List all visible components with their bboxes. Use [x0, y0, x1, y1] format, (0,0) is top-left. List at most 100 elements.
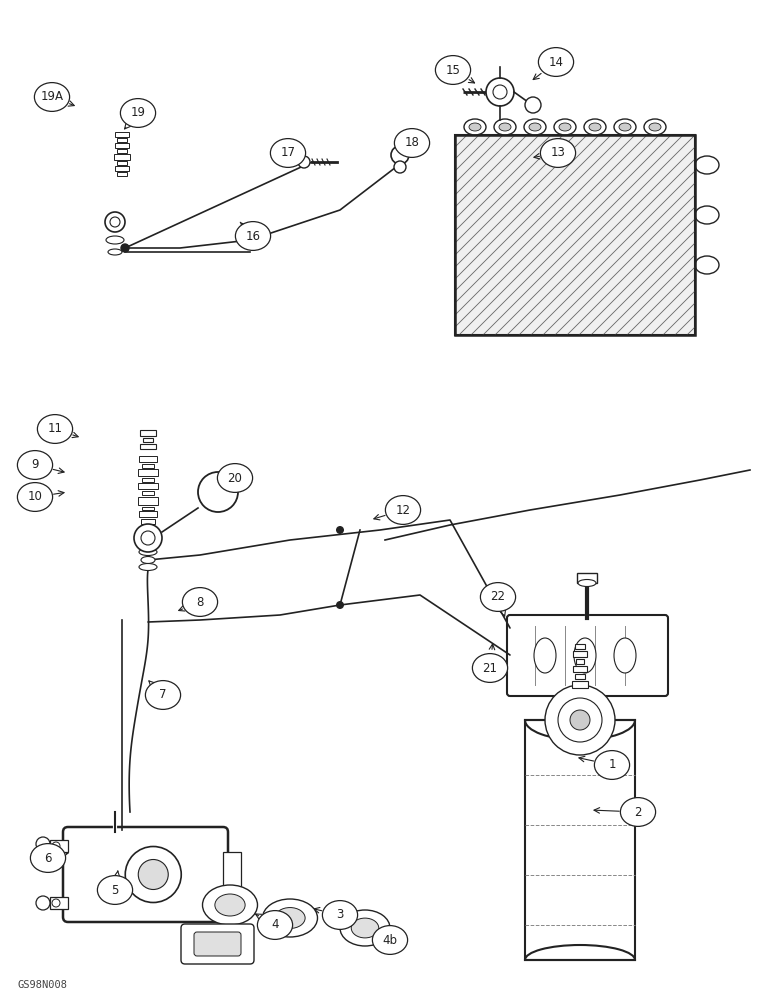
- Ellipse shape: [559, 123, 571, 131]
- Bar: [455, 135, 695, 335]
- Circle shape: [493, 85, 507, 99]
- Ellipse shape: [275, 908, 305, 928]
- Text: 1: 1: [608, 758, 616, 772]
- Circle shape: [52, 842, 60, 850]
- Circle shape: [36, 837, 50, 851]
- Ellipse shape: [499, 123, 511, 131]
- Bar: [575, 644, 585, 649]
- Text: 18: 18: [405, 136, 419, 149]
- Ellipse shape: [695, 156, 719, 174]
- Ellipse shape: [351, 918, 379, 938]
- Ellipse shape: [141, 556, 155, 564]
- Ellipse shape: [594, 751, 630, 779]
- Ellipse shape: [120, 99, 156, 127]
- Ellipse shape: [494, 119, 516, 135]
- Ellipse shape: [18, 451, 52, 479]
- Ellipse shape: [372, 926, 408, 954]
- Ellipse shape: [139, 548, 157, 556]
- Bar: [142, 464, 154, 468]
- Circle shape: [141, 531, 155, 545]
- Bar: [142, 507, 154, 510]
- Text: 6: 6: [44, 852, 52, 864]
- Text: 14: 14: [548, 55, 564, 68]
- Ellipse shape: [584, 119, 606, 135]
- Ellipse shape: [538, 48, 574, 76]
- Bar: [573, 666, 587, 672]
- Text: 3: 3: [337, 908, 344, 922]
- Ellipse shape: [35, 83, 69, 111]
- Text: 11: 11: [48, 422, 63, 436]
- Ellipse shape: [145, 681, 181, 709]
- Ellipse shape: [18, 483, 52, 511]
- Circle shape: [486, 78, 514, 106]
- Bar: [525, 720, 635, 960]
- Ellipse shape: [524, 119, 546, 135]
- Bar: [139, 456, 157, 462]
- Bar: [138, 483, 158, 489]
- Circle shape: [298, 156, 310, 168]
- Bar: [142, 491, 154, 495]
- Circle shape: [138, 859, 168, 890]
- Bar: [117, 149, 127, 153]
- Ellipse shape: [215, 894, 245, 916]
- Text: 7: 7: [159, 688, 167, 702]
- Ellipse shape: [614, 119, 636, 135]
- Text: 9: 9: [31, 458, 39, 472]
- Text: 2: 2: [635, 806, 642, 818]
- Ellipse shape: [472, 654, 508, 682]
- Bar: [140, 430, 156, 436]
- Bar: [143, 438, 153, 442]
- FancyBboxPatch shape: [194, 932, 241, 956]
- Bar: [117, 161, 127, 165]
- FancyBboxPatch shape: [181, 924, 254, 964]
- Circle shape: [394, 161, 406, 173]
- Circle shape: [391, 146, 409, 164]
- Ellipse shape: [540, 139, 576, 167]
- Ellipse shape: [469, 123, 481, 131]
- Text: 5: 5: [111, 884, 119, 896]
- Bar: [142, 478, 154, 482]
- Text: 12: 12: [395, 504, 411, 516]
- Circle shape: [525, 97, 541, 113]
- Bar: [576, 659, 584, 664]
- Ellipse shape: [480, 583, 516, 611]
- Bar: [572, 681, 588, 688]
- Circle shape: [105, 212, 125, 232]
- Ellipse shape: [619, 123, 631, 131]
- Ellipse shape: [695, 256, 719, 274]
- Bar: [140, 444, 156, 449]
- Ellipse shape: [529, 123, 541, 131]
- Bar: [577, 573, 597, 583]
- Ellipse shape: [621, 798, 655, 826]
- Text: 19A: 19A: [40, 91, 63, 104]
- Ellipse shape: [108, 249, 122, 255]
- Text: 4b: 4b: [382, 934, 398, 946]
- Ellipse shape: [649, 123, 661, 131]
- Ellipse shape: [578, 580, 596, 586]
- Circle shape: [558, 698, 602, 742]
- Ellipse shape: [97, 876, 133, 904]
- Bar: [141, 519, 155, 524]
- Ellipse shape: [574, 638, 596, 673]
- Bar: [117, 172, 127, 176]
- Text: 17: 17: [280, 146, 296, 159]
- Circle shape: [125, 846, 181, 902]
- Bar: [115, 143, 129, 148]
- Ellipse shape: [139, 564, 157, 570]
- Text: 13: 13: [550, 146, 565, 159]
- Bar: [575, 674, 585, 679]
- Bar: [50, 840, 68, 852]
- Text: 15: 15: [445, 64, 460, 77]
- Ellipse shape: [323, 901, 357, 929]
- Bar: [573, 651, 587, 657]
- Circle shape: [110, 217, 120, 227]
- Ellipse shape: [644, 119, 666, 135]
- Ellipse shape: [262, 899, 317, 937]
- Circle shape: [134, 524, 162, 552]
- Bar: [138, 497, 158, 505]
- Ellipse shape: [182, 588, 218, 616]
- Circle shape: [336, 601, 344, 609]
- Text: 19: 19: [130, 106, 145, 119]
- Circle shape: [198, 472, 238, 512]
- Circle shape: [545, 685, 615, 755]
